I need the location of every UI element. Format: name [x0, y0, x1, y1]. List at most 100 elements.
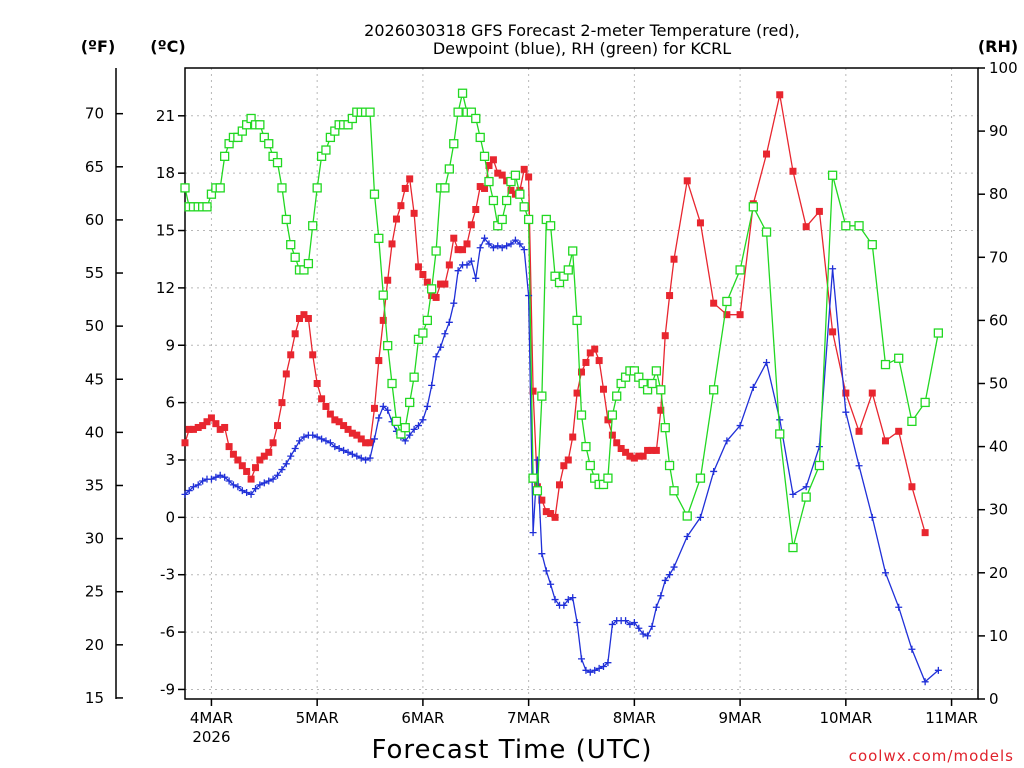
dewpoint-point — [432, 353, 440, 361]
dewpoint-point — [335, 445, 343, 453]
rh-point — [264, 139, 274, 149]
temperature-point — [322, 402, 330, 410]
dewpoint-point — [216, 471, 224, 479]
temperature-point — [696, 219, 704, 227]
rh-point — [303, 258, 314, 269]
dewpoint-point — [538, 550, 546, 558]
temperature-point — [362, 439, 370, 447]
temperature-point — [613, 439, 621, 447]
temperature-point — [445, 261, 453, 269]
celsius-tick-label: 18 — [156, 164, 175, 182]
rh-point — [272, 157, 283, 168]
fahrenheit-axis-ticks: 15 20 25 30 35 40 45 50 55 60 65 70 — [85, 105, 123, 707]
dewpoint-point — [652, 603, 660, 611]
rh-point — [656, 385, 666, 395]
dewpoint-point — [194, 481, 202, 489]
dewpoint-point — [723, 437, 731, 445]
dewpoint-point — [370, 435, 378, 443]
temperature-point — [652, 446, 660, 454]
temperature-point — [265, 448, 273, 456]
dewpoint-point — [520, 246, 528, 254]
dewpoint-point — [212, 473, 220, 481]
celsius-tick-label: 6 — [165, 394, 175, 412]
dewpoint-point — [622, 617, 630, 625]
rh-point — [519, 202, 529, 212]
dewpoint-point — [234, 483, 242, 491]
rh-point — [523, 214, 534, 225]
temperature-point — [229, 450, 237, 458]
temperature-point — [551, 513, 559, 521]
dewpoint-point — [560, 601, 568, 609]
dewpoint-point — [599, 662, 607, 670]
dewpoint-point — [670, 563, 678, 571]
dewpoint-point — [229, 481, 237, 489]
temperature-point — [507, 186, 515, 194]
rh-point — [603, 473, 613, 483]
temperature-point — [282, 370, 290, 378]
dewpoint-point — [189, 483, 197, 491]
temperature-point — [868, 389, 876, 397]
rh-point — [418, 328, 428, 338]
dewpoint-point — [511, 236, 519, 244]
temperature-point — [370, 404, 378, 412]
temperature-point — [207, 414, 215, 422]
temperature-point — [630, 454, 638, 462]
rh-point — [722, 296, 732, 307]
dewpoint-point — [463, 261, 471, 269]
rh-point — [286, 240, 296, 250]
rh-point — [563, 265, 573, 275]
rh-point — [484, 176, 494, 187]
dewpoint-point — [419, 416, 427, 424]
dewpoint-point — [736, 422, 744, 430]
celsius-tick-label: 9 — [165, 336, 175, 354]
rh-point — [409, 372, 419, 382]
rh-point — [510, 170, 521, 180]
temperature-point — [626, 452, 634, 460]
rh-point — [501, 195, 512, 206]
dewpoint-point — [776, 416, 784, 424]
rh-point — [378, 290, 388, 300]
rh-point — [180, 183, 190, 193]
rh-point — [920, 397, 930, 408]
dewpoint-point — [278, 466, 286, 474]
dewpoint-series — [181, 234, 942, 686]
celsius-tick-label: 0 — [165, 508, 175, 526]
rh-point — [576, 410, 587, 420]
dewpoint-point — [348, 450, 356, 458]
dewpoint-point — [252, 485, 260, 493]
rh-point — [651, 366, 662, 376]
rh-point — [545, 221, 556, 231]
dewpoint-point — [445, 318, 453, 326]
rh-point — [277, 183, 287, 193]
temperature-point — [247, 475, 255, 483]
dewpoint-point — [868, 513, 876, 521]
temperature-point — [194, 423, 202, 431]
rh-point — [457, 88, 468, 98]
time-tick-label: 5MAR — [296, 709, 339, 727]
celsius-tick-label: -6 — [160, 623, 175, 641]
temperature-point — [657, 406, 665, 414]
temperature-point — [437, 280, 445, 288]
temperature-point — [410, 209, 418, 217]
dewpoint-point — [441, 330, 449, 338]
dewpoint-point — [344, 448, 352, 456]
dewpoint-point — [881, 569, 889, 577]
dewpoint-point — [608, 620, 616, 628]
dewpoint-point — [309, 431, 317, 439]
temperature-point — [881, 437, 889, 445]
temperature-point — [318, 395, 326, 403]
dewpoint-point — [842, 408, 850, 416]
fahrenheit-tick-label: 45 — [85, 370, 104, 388]
dewpoint-point — [260, 479, 268, 487]
rh-tick-label: 0 — [989, 690, 999, 708]
rh-tick-label: 70 — [989, 248, 1008, 266]
temperature-point — [921, 529, 929, 537]
rh-tick-label: 30 — [989, 501, 1008, 519]
temperature-point — [815, 207, 823, 215]
time-tick-label: 8MAR — [613, 709, 656, 727]
dewpoint-point — [485, 240, 493, 248]
dewpoint-point — [498, 244, 506, 252]
dewpoint-point — [657, 592, 665, 600]
dewpoint-point — [428, 381, 436, 389]
rh-point — [894, 353, 904, 363]
